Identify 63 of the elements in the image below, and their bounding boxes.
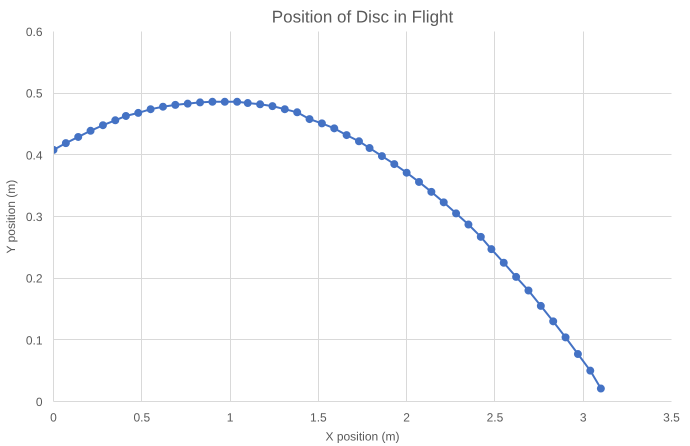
y-tick-label: 0.2 bbox=[26, 272, 43, 286]
point bbox=[586, 366, 594, 375]
y-tick-label: 0.4 bbox=[26, 148, 43, 162]
point bbox=[86, 126, 95, 135]
x-tick-label: 1 bbox=[226, 410, 234, 424]
point bbox=[268, 102, 276, 110]
point bbox=[366, 144, 374, 152]
y-tick-label: 0 bbox=[36, 395, 43, 409]
x-axis-title: X position (m) bbox=[325, 430, 400, 444]
point bbox=[171, 100, 180, 109]
point bbox=[111, 116, 120, 124]
chart-title: Position of Disc in Flight bbox=[272, 8, 454, 26]
x-tick-label: 0.5 bbox=[133, 410, 150, 424]
point bbox=[293, 108, 302, 116]
point bbox=[402, 168, 411, 177]
point bbox=[476, 232, 485, 241]
point bbox=[146, 105, 155, 114]
point bbox=[464, 220, 472, 229]
x-tick-label: 2.5 bbox=[486, 410, 504, 424]
point bbox=[122, 112, 130, 120]
point bbox=[574, 350, 582, 358]
point bbox=[208, 98, 216, 106]
point bbox=[280, 105, 289, 114]
point bbox=[62, 139, 70, 148]
point bbox=[342, 131, 351, 140]
point bbox=[244, 99, 252, 108]
point bbox=[487, 245, 496, 254]
point bbox=[524, 286, 532, 294]
point bbox=[549, 317, 558, 326]
y-axis-title: Y position (m) bbox=[4, 180, 18, 254]
point bbox=[158, 102, 167, 111]
point bbox=[512, 272, 520, 281]
point bbox=[134, 108, 142, 117]
point bbox=[196, 98, 204, 106]
y-tick-label: 0.6 bbox=[26, 25, 43, 39]
point bbox=[390, 160, 398, 168]
x-tick-label: 1.5 bbox=[310, 410, 328, 424]
point bbox=[536, 302, 545, 310]
y-tick-label: 0.5 bbox=[26, 86, 43, 101]
point bbox=[427, 188, 436, 196]
point bbox=[256, 100, 264, 108]
point bbox=[318, 119, 326, 128]
point bbox=[562, 333, 570, 342]
point bbox=[306, 115, 314, 124]
point bbox=[354, 137, 363, 146]
point bbox=[74, 132, 82, 141]
point bbox=[440, 198, 448, 206]
point bbox=[220, 98, 229, 106]
x-tick-label: 2 bbox=[403, 410, 410, 424]
point bbox=[233, 98, 242, 106]
point bbox=[452, 209, 460, 218]
x-tick-label: 3 bbox=[580, 410, 587, 424]
x-tick-label: 0 bbox=[50, 410, 58, 424]
point bbox=[184, 100, 192, 108]
y-tick-label: 0.1 bbox=[26, 333, 43, 348]
point bbox=[98, 121, 107, 130]
y-tick-label: 0.3 bbox=[26, 210, 43, 224]
point bbox=[596, 384, 605, 393]
point bbox=[378, 152, 386, 160]
x-tick-label: 3.5 bbox=[663, 410, 680, 424]
point bbox=[415, 178, 424, 186]
point bbox=[330, 124, 338, 132]
point bbox=[500, 258, 508, 267]
